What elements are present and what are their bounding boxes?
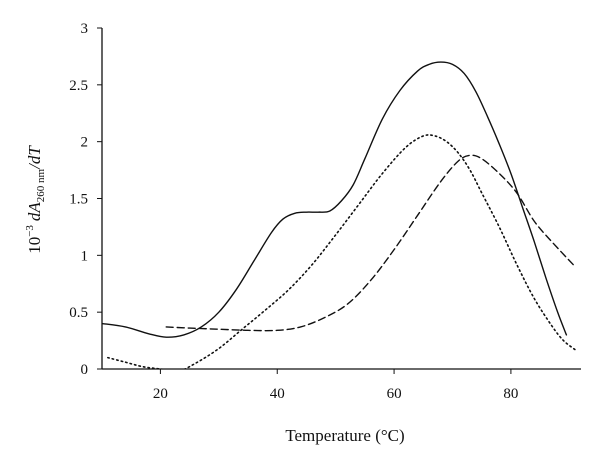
y-axis-title-prefix: 10 (25, 237, 44, 254)
series-dashed-line (165, 154, 576, 332)
y-tick-label: 0 (81, 362, 89, 378)
series-solid-line (102, 61, 568, 338)
series-layer (102, 61, 576, 369)
axes: 0 0.5 1 1.5 2 2.5 3 20 40 60 80 (69, 21, 581, 402)
y-tick-label: 1.5 (69, 192, 88, 208)
x-tick-label: 80 (503, 386, 518, 402)
axis-labels: Temperature (°C) 10−3dA260 nm/dT (24, 145, 405, 445)
y-tick-label: 0.5 (69, 305, 88, 321)
x-tick-label: 20 (153, 386, 168, 402)
x-tick-label: 60 (387, 386, 402, 402)
x-tick-label: 40 (270, 386, 285, 402)
y-axis-title-subscript: 260 nm (35, 168, 47, 202)
x-axis-title: Temperature (°C) (285, 426, 404, 445)
y-tick-label: 2 (81, 135, 89, 151)
y-axis-title-dA: dA (25, 202, 44, 222)
series-dotted-line (107, 134, 576, 369)
y-axis-title: 10−3 dA260 nm/dT (24, 145, 47, 254)
y-tick-label: 2.5 (69, 78, 88, 94)
y-tick-label: 1 (81, 248, 89, 264)
y-axis-title-suffix: /dT (25, 145, 44, 170)
y-tick-label: 3 (81, 21, 89, 37)
y-axis-title-exponent: −3 (24, 225, 36, 237)
